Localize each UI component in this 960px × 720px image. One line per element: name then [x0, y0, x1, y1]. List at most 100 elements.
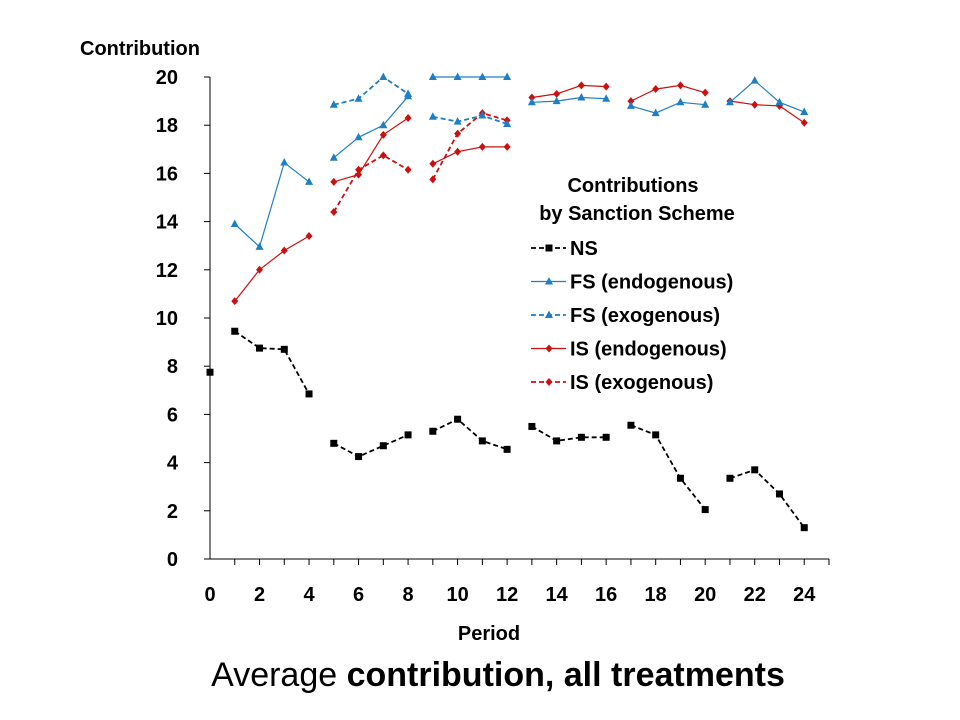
data-point	[454, 129, 462, 138]
data-point	[429, 175, 437, 184]
series-line	[531, 425, 607, 442]
series-line	[729, 100, 805, 124]
y-tick-label: 20	[156, 67, 178, 89]
data-point	[404, 165, 412, 174]
series-is-exogenous	[330, 109, 511, 216]
data-point	[354, 94, 363, 102]
data-point	[701, 506, 709, 514]
data-point	[676, 97, 685, 106]
data-point	[280, 246, 288, 255]
series-line	[432, 114, 508, 125]
series-line	[333, 434, 409, 458]
caption-normal: Average	[211, 656, 347, 694]
data-point	[750, 76, 759, 84]
x-tick-label: 24	[793, 584, 816, 606]
data-point	[553, 89, 561, 98]
data-point	[280, 158, 289, 166]
data-point	[577, 433, 585, 441]
legend-label: FS (endogenous)	[570, 272, 733, 294]
x-tick-label: 16	[595, 584, 617, 606]
data-point	[379, 151, 387, 160]
data-point	[775, 97, 784, 106]
data-point	[453, 117, 462, 125]
data-point	[676, 474, 684, 482]
x-tick-label: 22	[744, 584, 766, 606]
x-tick-label: 6	[353, 584, 364, 606]
data-point	[404, 113, 412, 122]
data-point	[454, 415, 462, 423]
data-point	[651, 108, 660, 117]
data-point	[652, 85, 660, 94]
data-point	[329, 100, 338, 108]
y-tick-label: 8	[167, 356, 178, 378]
legend-item: IS (exogenous)	[531, 372, 713, 394]
data-point	[676, 81, 684, 90]
data-point	[652, 431, 660, 439]
data-point	[478, 111, 487, 119]
x-axis-label: Period	[458, 623, 520, 645]
data-point	[404, 431, 412, 439]
data-point	[545, 310, 553, 318]
data-point	[626, 101, 635, 109]
data-point	[751, 466, 759, 474]
data-point	[527, 97, 536, 106]
y-tick-label: 6	[167, 404, 178, 426]
x-tick-label: 14	[546, 584, 569, 606]
series-line	[234, 330, 310, 395]
series-line	[234, 161, 310, 248]
data-point	[602, 433, 610, 441]
data-point	[701, 100, 710, 108]
data-point	[329, 153, 338, 161]
data-point	[305, 390, 313, 398]
x-tick-label: 8	[403, 584, 414, 606]
data-point	[602, 82, 610, 91]
data-point	[206, 368, 214, 376]
data-point	[545, 344, 553, 353]
data-point	[701, 88, 709, 97]
series-line	[432, 418, 508, 451]
data-point	[725, 97, 734, 106]
data-point	[478, 142, 486, 151]
data-point	[379, 442, 387, 450]
data-point	[231, 327, 239, 335]
data-point	[503, 142, 511, 151]
legend-label: IS (endogenous)	[570, 339, 727, 361]
y-tick-label: 2	[167, 501, 178, 523]
data-point	[545, 277, 553, 285]
series-line	[630, 84, 706, 102]
series-fs-exogenous	[329, 72, 512, 127]
series-line	[234, 235, 310, 302]
legend-label: FS (exogenous)	[570, 305, 720, 327]
legend-item: FS (exogenous)	[531, 305, 720, 327]
data-point	[553, 437, 561, 445]
x-tick-label: 18	[645, 584, 667, 606]
y-tick-label: 16	[156, 163, 178, 185]
data-point	[545, 244, 553, 252]
legend-label: NS	[570, 238, 598, 260]
data-point	[453, 72, 462, 80]
data-point	[305, 177, 314, 185]
data-point	[528, 93, 536, 102]
data-point	[256, 265, 264, 274]
data-point	[751, 100, 759, 109]
x-tick-label: 10	[446, 584, 468, 606]
data-point	[726, 474, 734, 482]
series-line	[729, 468, 805, 529]
x-tick-label: 20	[694, 584, 716, 606]
data-point	[602, 94, 611, 102]
data-point	[503, 119, 512, 127]
data-point	[800, 524, 808, 532]
series-ns	[206, 327, 808, 532]
data-point	[800, 107, 809, 115]
data-point	[627, 421, 635, 429]
series-line	[333, 75, 409, 106]
data-point	[577, 92, 586, 101]
x-tick-label: 2	[254, 584, 265, 606]
series-line	[531, 84, 607, 99]
data-point	[552, 96, 561, 105]
caption-bold: contribution, all treatments	[346, 656, 785, 694]
x-tick-label: 12	[496, 584, 518, 606]
series-line	[729, 79, 805, 113]
series-line	[333, 117, 409, 183]
data-point	[230, 219, 239, 228]
